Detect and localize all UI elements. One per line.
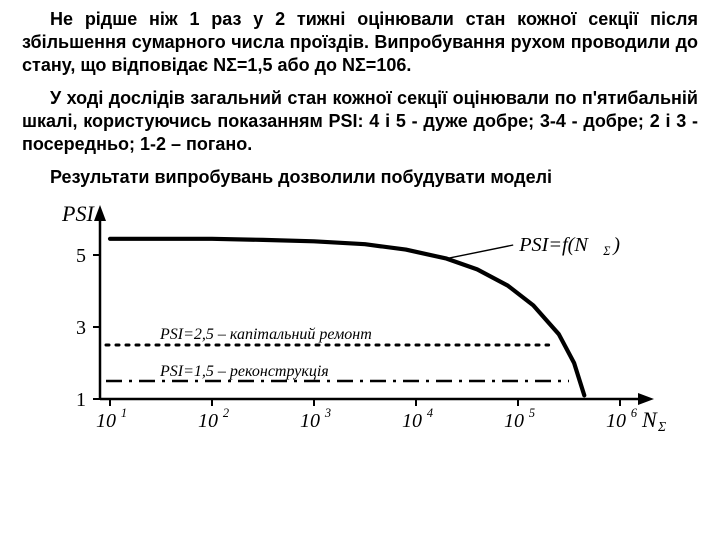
svg-text:Σ: Σ	[657, 419, 666, 434]
svg-text:3: 3	[324, 406, 331, 420]
svg-text:4: 4	[427, 406, 433, 420]
svg-text:10: 10	[96, 410, 116, 432]
psi-chart: 135101102103104105106PSINΣPSI=2,5 – капі…	[30, 199, 690, 444]
svg-text:): )	[612, 234, 620, 256]
svg-text:2: 2	[223, 406, 229, 420]
svg-text:PSI: PSI	[61, 201, 95, 226]
paragraph-1-text: Не рідше ніж 1 раз у 2 тижні оцінювали с…	[22, 9, 698, 75]
svg-text:5: 5	[529, 406, 535, 420]
chart-svg: 135101102103104105106PSINΣPSI=2,5 – капі…	[30, 199, 670, 444]
svg-text:10: 10	[198, 410, 218, 432]
svg-text:6: 6	[631, 406, 638, 420]
svg-text:10: 10	[504, 410, 524, 432]
svg-text:Σ: Σ	[602, 244, 610, 258]
paragraph-2-text: У ході дослідів загальний стан кожної се…	[22, 88, 698, 154]
svg-text:10: 10	[606, 410, 626, 432]
svg-text:10: 10	[402, 410, 422, 432]
svg-text:1: 1	[121, 406, 127, 420]
svg-text:PSI=1,5 – реконструкція: PSI=1,5 – реконструкція	[159, 363, 329, 380]
svg-text:5: 5	[76, 245, 86, 267]
paragraph-2: У ході дослідів загальний стан кожної се…	[22, 87, 698, 156]
svg-text:PSI=2,5 – капітальний ремонт: PSI=2,5 – капітальний ремонт	[159, 326, 372, 343]
paragraph-1: Не рідше ніж 1 раз у 2 тижні оцінювали с…	[22, 8, 698, 77]
paragraph-3: Результати випробувань дозволили побудув…	[22, 166, 698, 189]
svg-text:PSI=f(N: PSI=f(N	[518, 234, 589, 256]
svg-text:3: 3	[76, 317, 86, 339]
svg-text:1: 1	[76, 389, 86, 411]
svg-text:N: N	[641, 407, 658, 432]
svg-text:10: 10	[300, 410, 320, 432]
paragraph-3-text: Результати випробувань дозволили побудув…	[50, 167, 552, 187]
